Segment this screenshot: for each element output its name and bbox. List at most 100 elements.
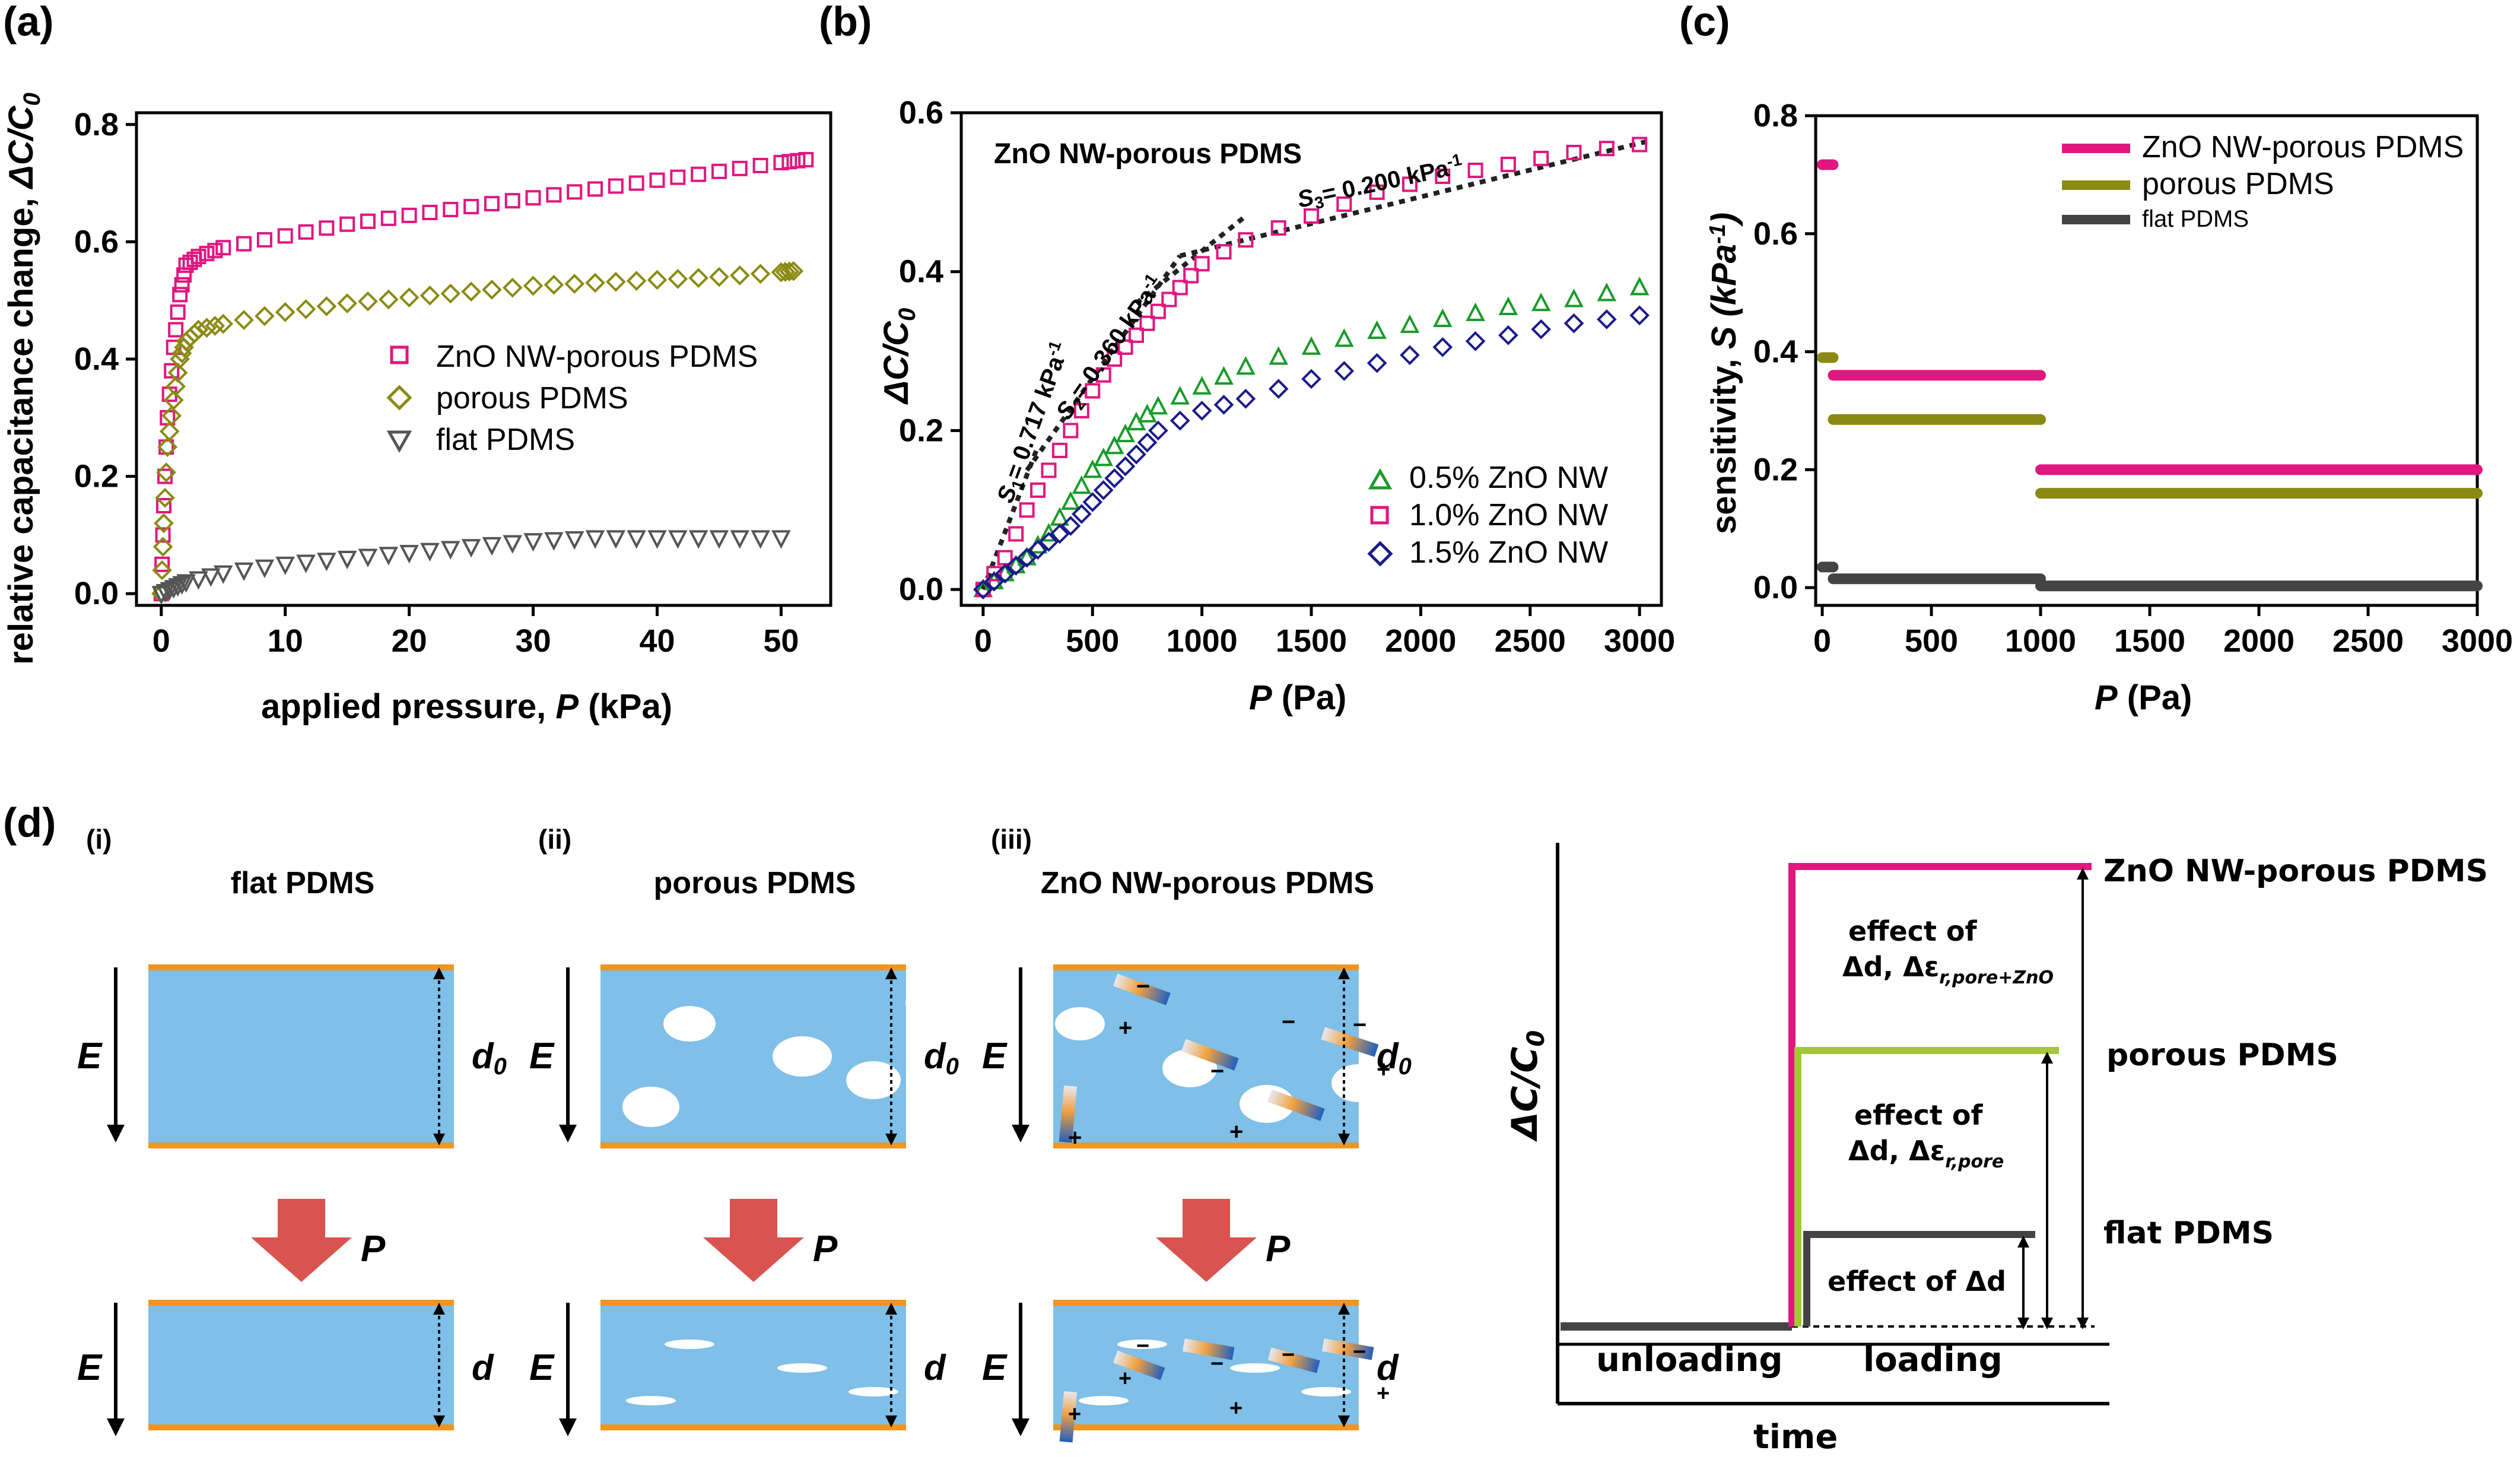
data-point	[771, 530, 791, 549]
data-point	[440, 283, 461, 304]
data-point	[174, 277, 190, 293]
data-point	[461, 539, 481, 558]
x-ticks: 0 500 1000 1500 2000 2500 3000	[974, 605, 1675, 659]
data-point	[201, 568, 221, 587]
data-point	[1596, 309, 1617, 329]
data-point	[164, 580, 183, 599]
data-point	[1367, 353, 1387, 373]
y-axis-label: sensitivity, S (kPa-1)	[1705, 212, 1743, 534]
compressed-pore	[908, 1325, 958, 1334]
data-point	[358, 291, 378, 312]
nanowire-body	[1267, 1089, 1325, 1121]
step-line	[1788, 863, 2092, 1326]
data-point	[1095, 367, 1111, 383]
data-point	[1632, 137, 1648, 153]
panel-roman: (ii)	[538, 824, 571, 855]
data-point	[337, 550, 357, 570]
nanowire-body	[1059, 1085, 1077, 1143]
data-point	[1498, 325, 1518, 345]
data-point	[628, 175, 644, 191]
data-point	[1172, 280, 1188, 296]
chart-title: ZnO NW-porous PDMS	[994, 138, 1302, 170]
x-tick-label: 0	[1813, 623, 1831, 659]
data-point	[172, 287, 188, 303]
data-point	[668, 530, 688, 549]
field-label: E	[982, 1347, 1008, 1388]
pore	[622, 1087, 679, 1127]
data-point	[1019, 502, 1035, 518]
data-points	[151, 152, 814, 605]
data-point	[783, 261, 804, 281]
y-tick-label: 0.0	[1753, 570, 1798, 605]
nanowire	[1059, 1085, 1077, 1143]
y-tick-label: 0.2	[1753, 452, 1798, 487]
effect-label: effect of Δd	[1828, 1265, 2006, 1297]
data-point	[1117, 339, 1133, 355]
data-point	[1183, 268, 1199, 284]
data-point	[564, 274, 585, 294]
pore	[846, 1061, 901, 1099]
data-point	[670, 169, 686, 185]
data-point	[155, 527, 171, 543]
dielectric-layer-compressed	[600, 1303, 906, 1427]
data-point	[1214, 366, 1234, 385]
data-point	[1050, 523, 1070, 544]
minus-sign: −	[1210, 1351, 1224, 1376]
data-point	[1629, 305, 1650, 326]
data-point	[647, 530, 667, 549]
x-tick-label: 500	[1066, 623, 1119, 659]
fit-line	[981, 445, 1040, 591]
data-point	[199, 246, 215, 262]
data-point	[1137, 432, 1158, 453]
data-point	[1017, 547, 1037, 566]
panel-a: (a) 0 10 20 30 40 50 0.0 0.2 0.4 0.6 0.8 applied …	[2, 0, 832, 726]
data-point	[156, 462, 176, 483]
data-point	[544, 532, 564, 551]
legend: ZnO NW-porous PDMS porous PDMS flat PDMS	[386, 339, 758, 457]
data-point	[1038, 532, 1059, 552]
thickness-label: d	[472, 1348, 494, 1388]
x-tick-label: 3000	[1604, 623, 1675, 659]
legend-label: 1.5% ZnO NW	[1409, 535, 1608, 570]
data-point	[750, 264, 771, 284]
y-tick-label: 0.8	[1753, 98, 1798, 134]
data-point	[1082, 459, 1102, 478]
plus-sign: +	[1377, 1381, 1390, 1406]
minus-sign: −	[1353, 1340, 1366, 1364]
data-point	[420, 285, 440, 306]
data-point	[1016, 547, 1037, 568]
data-point	[1107, 351, 1123, 367]
data-point	[1170, 410, 1190, 431]
legend-label: 0.5% ZnO NW	[1409, 461, 1608, 495]
data-point	[255, 306, 275, 326]
data-point	[151, 586, 171, 605]
x-tick-label: 2500	[1495, 623, 1566, 659]
data-point	[781, 154, 797, 170]
y-tick-label: 0.4	[74, 341, 119, 377]
data-point	[170, 349, 190, 369]
data-point	[166, 376, 186, 396]
data-point	[275, 556, 295, 576]
field-label: E	[77, 1347, 103, 1388]
data-point	[691, 166, 707, 182]
field-label: E	[529, 1347, 555, 1388]
panel-c: (c) 0 500 1000 1500 2000 2500 3000 0.00.20.40.…	[1679, 0, 2513, 717]
data-point	[360, 213, 376, 229]
data-point	[1629, 277, 1650, 296]
data-point	[399, 287, 420, 308]
legend-label: flat PDMS	[436, 423, 575, 457]
panel-title: flat PDMS	[231, 866, 375, 900]
nanowire	[1059, 1391, 1077, 1443]
data-point	[1435, 169, 1451, 185]
pore	[905, 984, 960, 1022]
data-point	[461, 281, 481, 302]
data-point	[1060, 516, 1081, 536]
y-tick-label: 0.0	[899, 572, 943, 607]
data-point	[1531, 292, 1551, 312]
data-point	[399, 545, 419, 564]
x-tick-label: 1000	[2005, 623, 2076, 659]
data-point	[152, 537, 173, 557]
plus-sign: +	[1377, 1056, 1390, 1083]
nanowire	[1113, 973, 1171, 1005]
data-point	[1367, 320, 1387, 339]
